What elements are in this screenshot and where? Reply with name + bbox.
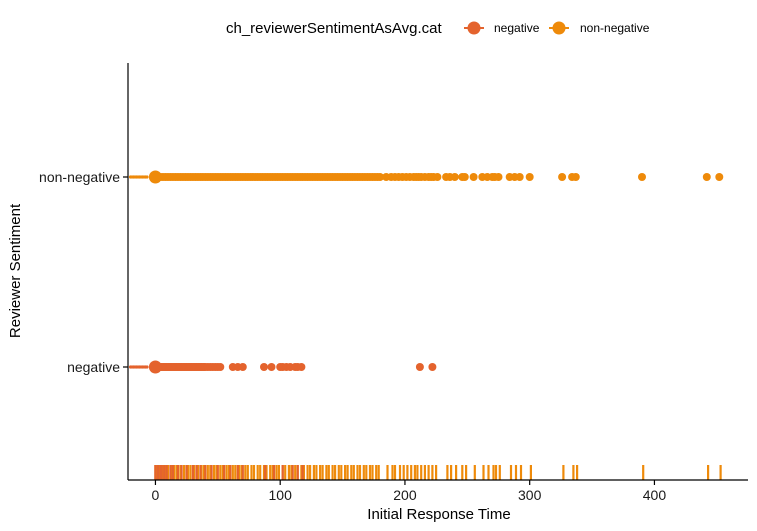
x-axis-ticks: 0 100 200 300 400 (152, 480, 667, 503)
data-point-non-negative (571, 173, 580, 181)
data-point-non-negative (433, 173, 442, 181)
data-point-non-negative (702, 173, 711, 181)
x-tick-label: 100 (269, 487, 293, 503)
x-axis-title: Initial Response Time (367, 506, 510, 523)
legend-title: ch_reviewerSentimentAsAvg.cat (226, 20, 442, 37)
data-point-negative (216, 363, 225, 371)
data-point-non-negative (376, 173, 384, 181)
data-point-non-negative (450, 173, 459, 181)
data-point-negative (267, 363, 276, 371)
y-tick-label-non-negative: non-negative (39, 169, 120, 185)
data-point-negative (428, 363, 437, 371)
jitter-point-negative (145, 365, 149, 369)
y-tick-label-negative: negative (67, 359, 120, 375)
data-point-non-negative (715, 173, 724, 181)
jitter-band-non-negative (128, 175, 149, 179)
series-non-negative (148, 170, 724, 184)
x-tick-label: 200 (393, 487, 417, 503)
data-point-non-negative (525, 173, 534, 181)
rug-negative (154, 465, 304, 480)
data-point-non-negative (515, 173, 524, 181)
data-point-negative (260, 363, 268, 371)
x-tick-label: 0 (152, 487, 160, 503)
data-point-non-negative (494, 173, 503, 181)
legend-label-negative: negative (494, 21, 540, 35)
legend-key-dot-non-negative (552, 21, 566, 35)
data-point-non-negative (558, 173, 567, 181)
jitter-point-non-negative (145, 175, 149, 179)
x-tick-label: 400 (643, 487, 667, 503)
series-negative (148, 360, 437, 374)
data-point-non-negative (638, 173, 646, 181)
data-point-non-negative (460, 173, 469, 181)
data-point-non-negative (469, 173, 478, 181)
data-point-origin-non-negative (148, 170, 162, 184)
jitter-band-negative (128, 365, 149, 369)
y-axis-title: Reviewer Sentiment (7, 203, 24, 338)
data-point-origin-negative (148, 360, 162, 374)
y-axis-ticks: negative non-negative (39, 169, 128, 375)
data-point-negative (238, 363, 247, 371)
legend-key-negative (464, 21, 484, 35)
x-tick-label: 300 (518, 487, 542, 503)
legend-key-non-negative (549, 21, 569, 35)
data-point-negative (415, 363, 424, 371)
legend-key-dot-negative (467, 21, 481, 35)
legend-label-non-negative: non-negative (580, 21, 650, 35)
legend: ch_reviewerSentimentAsAvg.cat negative n… (226, 20, 650, 37)
data-point-negative (297, 363, 306, 371)
plot-area (128, 170, 724, 480)
rug-non-negative (154, 465, 722, 480)
